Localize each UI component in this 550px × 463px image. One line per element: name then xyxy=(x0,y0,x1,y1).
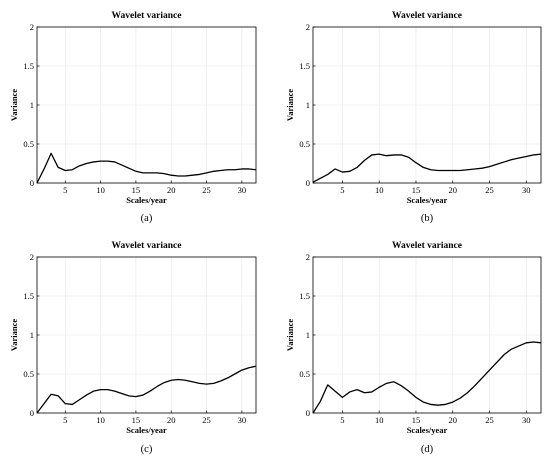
y-tick-label: 0.5 xyxy=(299,369,310,379)
y-tick-label: 0 xyxy=(30,178,34,188)
x-tick-label: 10 xyxy=(375,185,384,195)
y-tick-label: 1.5 xyxy=(23,291,34,301)
x-tick-label: 5 xyxy=(63,185,67,195)
chart-panel-c: 5 10 15 20 25 30 0 0.5 1 1.5 2 Wavelet variance Scal… xyxy=(9,241,257,455)
chart-title: Wavelet variance xyxy=(112,11,182,21)
y-tick-label: 0 xyxy=(306,178,310,188)
chart-panel-d: 5 10 15 20 25 30 0 0.5 1 1.5 2 Wavelet variance Scal… xyxy=(285,241,542,455)
x-tick-label: 15 xyxy=(412,185,421,195)
chart-title: Wavelet variance xyxy=(392,241,462,251)
series-line xyxy=(312,341,542,414)
y-tick-label: 2 xyxy=(30,252,34,262)
x-tick-label: 25 xyxy=(202,185,211,195)
x-tick-label: 10 xyxy=(96,185,105,195)
chart-title: Wavelet variance xyxy=(112,241,182,251)
x-tick-label: 5 xyxy=(340,185,344,195)
y-tick-label: 1.5 xyxy=(299,61,310,71)
x-tick-label: 20 xyxy=(448,415,457,425)
x-tick-label: 10 xyxy=(375,415,384,425)
x-tick-label: 30 xyxy=(238,415,247,425)
y-tick-label: 0 xyxy=(30,408,34,418)
y-tick-label: 0 xyxy=(306,408,310,418)
x-tick-label: 25 xyxy=(485,185,494,195)
y-tick-label: 1 xyxy=(30,330,34,340)
y-axis-label: Variance xyxy=(9,89,19,121)
y-tick-label: 2 xyxy=(30,22,34,32)
x-axis-label: Scales/year xyxy=(126,425,167,435)
x-tick-label: 20 xyxy=(448,185,457,195)
series-line xyxy=(312,153,542,183)
x-axis-label: Scales/year xyxy=(126,195,167,205)
y-axis-label: Variance xyxy=(9,319,19,351)
y-tick-label: 0.5 xyxy=(299,139,310,149)
panel-caption: (b) xyxy=(421,213,434,224)
x-tick-label: 25 xyxy=(202,415,211,425)
panel-caption: (d) xyxy=(421,444,434,455)
panel-caption: (c) xyxy=(141,444,153,455)
chart-panel-b: 5 10 15 20 25 30 0 0.5 1 1.5 2 Wavelet variance Scal… xyxy=(285,11,542,224)
y-tick-label: 1 xyxy=(306,100,310,110)
y-tick-label: 2 xyxy=(306,252,310,262)
x-axis-label: Scales/year xyxy=(407,425,448,435)
y-tick-label: 2 xyxy=(306,22,310,32)
y-tick-label: 1 xyxy=(306,330,310,340)
x-axis-label: Scales/year xyxy=(407,195,448,205)
x-tick-label: 15 xyxy=(132,185,141,195)
y-axis-label: Variance xyxy=(285,89,295,121)
x-tick-label: 20 xyxy=(167,415,176,425)
x-tick-label: 25 xyxy=(485,415,494,425)
y-tick-label: 1.5 xyxy=(299,291,310,301)
x-tick-label: 20 xyxy=(167,185,176,195)
series-line xyxy=(36,365,257,414)
x-tick-label: 5 xyxy=(63,415,67,425)
chart-title: Wavelet variance xyxy=(392,11,462,21)
x-tick-label: 30 xyxy=(522,415,531,425)
x-tick-label: 10 xyxy=(96,415,105,425)
series-line xyxy=(36,152,257,184)
y-tick-label: 1.5 xyxy=(23,61,34,71)
y-tick-label: 0.5 xyxy=(23,369,34,379)
x-tick-label: 5 xyxy=(340,415,344,425)
y-axis-label: Variance xyxy=(285,319,295,351)
y-tick-label: 1 xyxy=(30,100,34,110)
x-tick-label: 15 xyxy=(132,415,141,425)
x-tick-label: 15 xyxy=(412,415,421,425)
y-tick-label: 0.5 xyxy=(23,139,34,149)
chart-panel-a: 5 10 15 20 25 30 0 0.5 1 1.5 2 Wavelet variance Scal… xyxy=(9,11,257,224)
x-tick-label: 30 xyxy=(238,185,247,195)
panel-caption: (a) xyxy=(141,213,153,224)
x-tick-label: 30 xyxy=(522,185,531,195)
